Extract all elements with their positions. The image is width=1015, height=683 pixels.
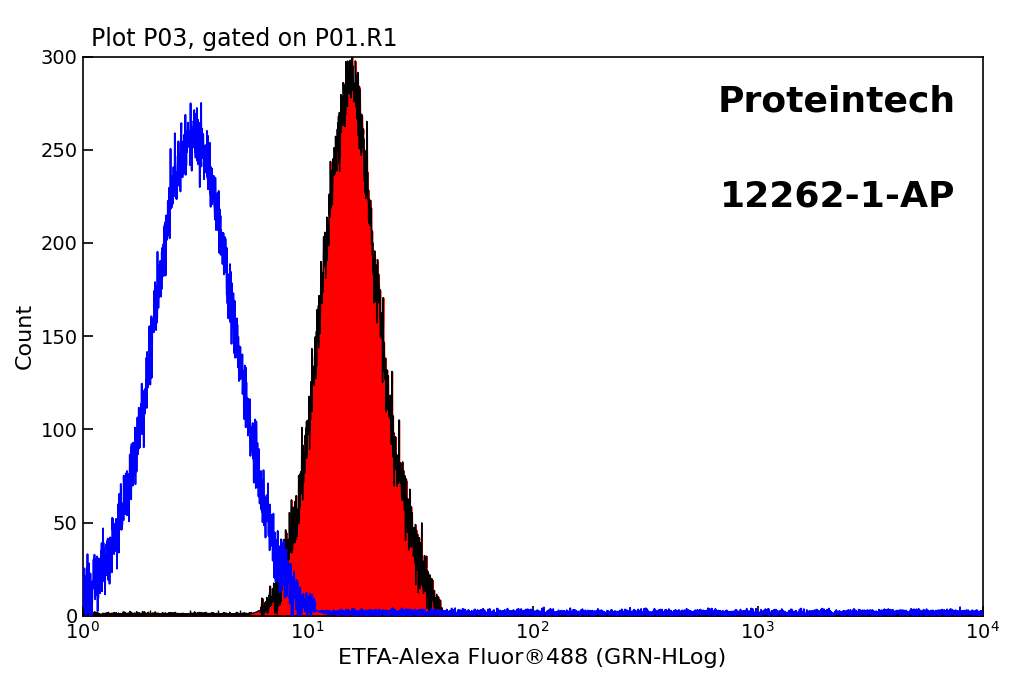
Text: Proteintech: Proteintech	[718, 85, 955, 119]
Text: 12262-1-AP: 12262-1-AP	[720, 180, 955, 214]
Text: Plot P03, gated on P01.R1: Plot P03, gated on P01.R1	[91, 27, 398, 51]
Y-axis label: Count: Count	[15, 303, 35, 370]
X-axis label: ETFA-Alexa Fluor®488 (GRN-HLog): ETFA-Alexa Fluor®488 (GRN-HLog)	[338, 648, 727, 668]
